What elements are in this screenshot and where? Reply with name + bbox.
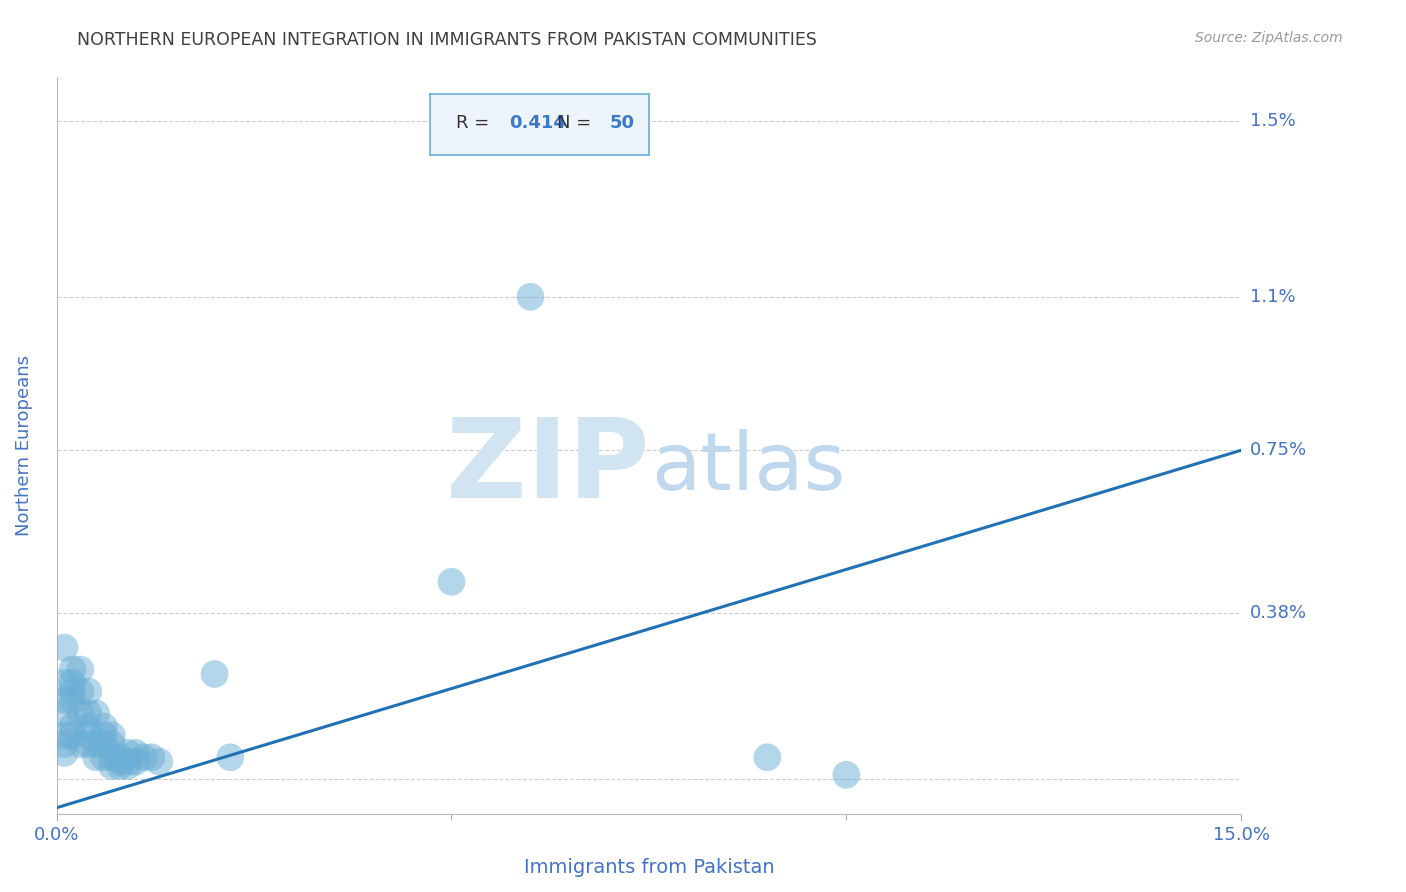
Point	[124, 755, 146, 769]
Point	[77, 684, 100, 698]
Point	[117, 759, 139, 773]
Point	[53, 728, 76, 742]
Point	[53, 746, 76, 760]
Point	[93, 750, 115, 764]
Point	[77, 737, 100, 751]
Point	[77, 706, 100, 721]
Text: 1.5%: 1.5%	[1250, 112, 1295, 130]
Point	[77, 728, 100, 742]
Point	[60, 663, 83, 677]
Point	[60, 728, 83, 742]
Text: 1.1%: 1.1%	[1250, 288, 1295, 306]
Point	[101, 737, 124, 751]
Point	[148, 755, 170, 769]
Point	[93, 737, 115, 751]
Text: 0.38%: 0.38%	[1250, 604, 1306, 622]
Point	[440, 574, 463, 589]
Point	[93, 728, 115, 742]
Point	[53, 693, 76, 707]
Point	[60, 720, 83, 734]
Point	[53, 737, 76, 751]
Point	[519, 290, 541, 304]
Point	[60, 693, 83, 707]
Point	[117, 755, 139, 769]
Point	[69, 737, 91, 751]
Point	[69, 706, 91, 721]
Point	[93, 720, 115, 734]
Point	[108, 755, 131, 769]
Text: NORTHERN EUROPEAN INTEGRATION IN IMMIGRANTS FROM PAKISTAN COMMUNITIES: NORTHERN EUROPEAN INTEGRATION IN IMMIGRA…	[77, 31, 817, 49]
Point	[53, 675, 76, 690]
Point	[141, 750, 163, 764]
Y-axis label: Northern Europeans: Northern Europeans	[15, 355, 32, 536]
Point	[53, 706, 76, 721]
Point	[124, 746, 146, 760]
Point	[101, 728, 124, 742]
Point	[84, 706, 107, 721]
Point	[84, 737, 107, 751]
Point	[53, 640, 76, 655]
Point	[108, 759, 131, 773]
Point	[69, 663, 91, 677]
Text: ZIP: ZIP	[446, 415, 650, 522]
Point	[219, 750, 242, 764]
Point	[101, 750, 124, 764]
Point	[60, 675, 83, 690]
Point	[60, 684, 83, 698]
Point	[204, 667, 226, 681]
Text: 0.75%: 0.75%	[1250, 442, 1306, 459]
Point	[69, 684, 91, 698]
Point	[77, 720, 100, 734]
Point	[108, 750, 131, 764]
Point	[756, 750, 779, 764]
Point	[117, 746, 139, 760]
Text: atlas: atlas	[651, 429, 845, 507]
Point	[101, 759, 124, 773]
Point	[84, 750, 107, 764]
X-axis label: Immigrants from Pakistan: Immigrants from Pakistan	[523, 858, 775, 877]
Point	[132, 750, 155, 764]
Point	[835, 768, 858, 782]
Text: Source: ZipAtlas.com: Source: ZipAtlas.com	[1195, 31, 1343, 45]
